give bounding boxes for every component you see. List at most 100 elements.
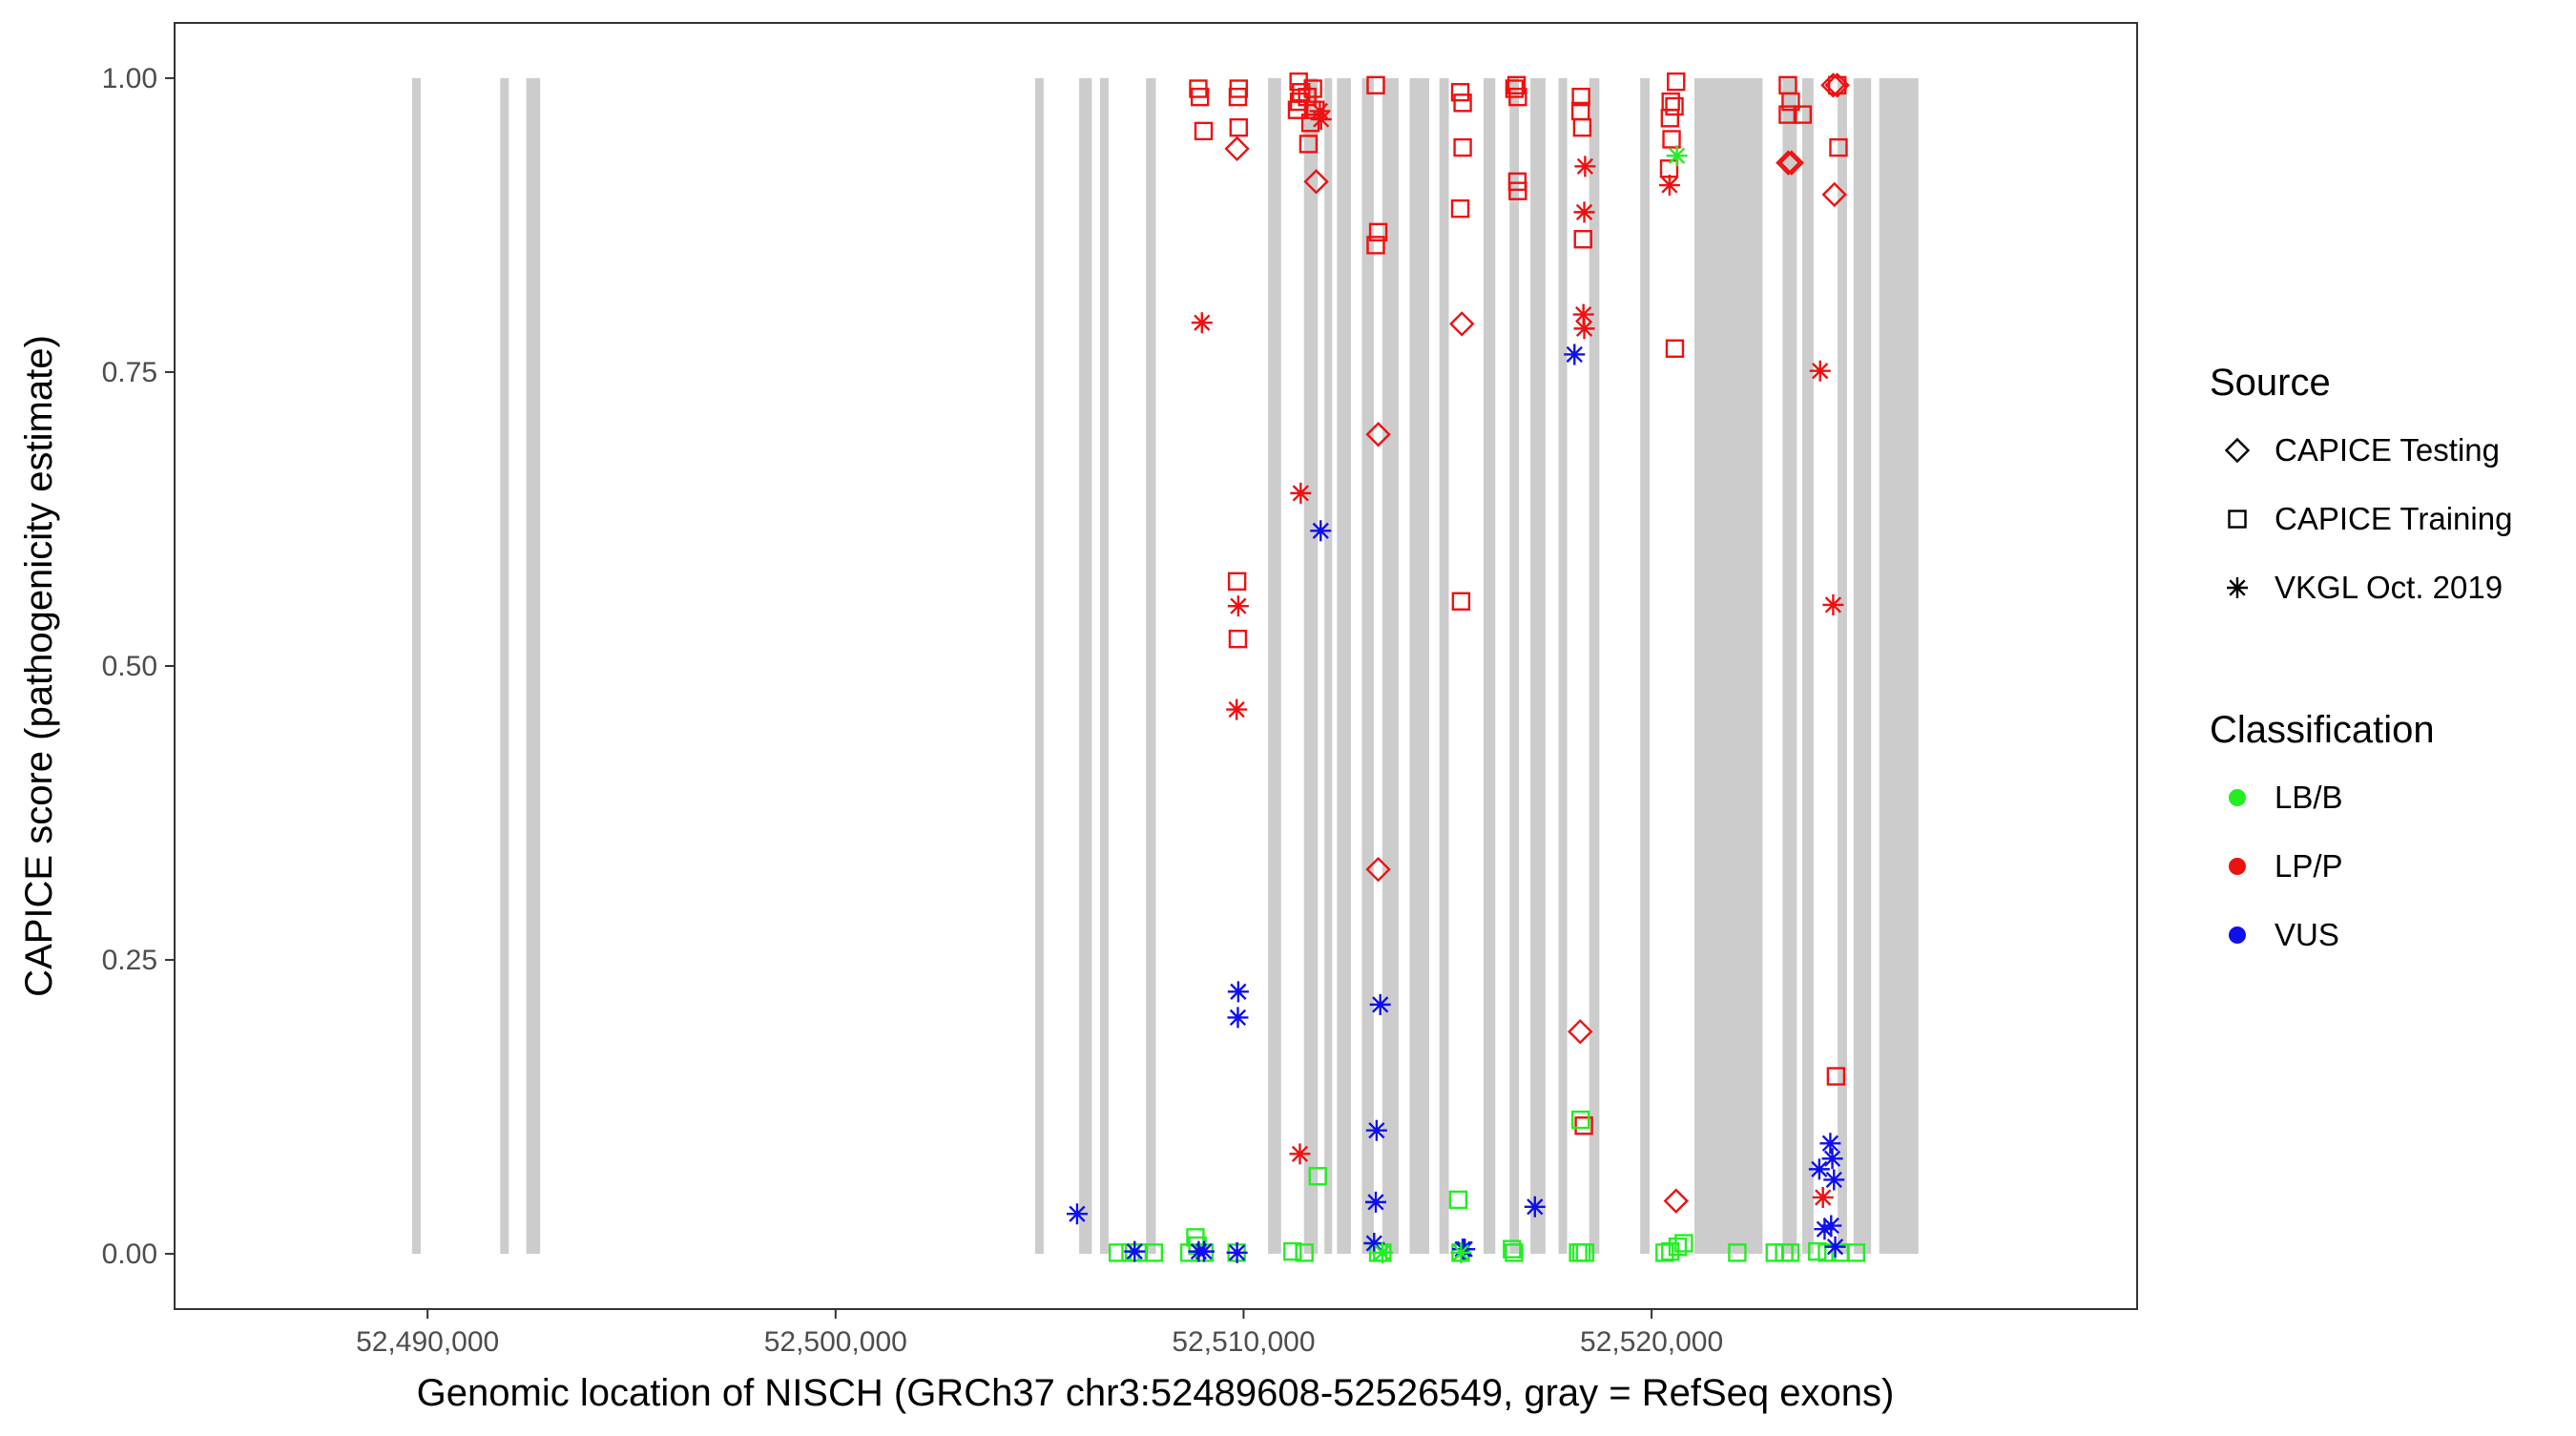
data-point [1674,1234,1693,1253]
legend-classification-label: LP/P [2275,848,2343,884]
data-point [1227,572,1247,591]
data-point [1228,629,1248,649]
data-point [1780,1243,1800,1262]
legend: Source CAPICE Testing CAPICE Training VKGL… [2210,362,2512,952]
asterisk-marker [1822,593,1844,615]
exon-band [1530,77,1546,1255]
data-point [1571,87,1590,107]
exon-band [1337,77,1351,1255]
legend-classification-item: VUS [2229,917,2339,952]
exon-band [1782,77,1797,1255]
asterisk-marker [1666,145,1688,167]
x-tick-label: 52,490,000 [356,1326,499,1358]
color-dot-legend-key [2229,858,2246,875]
data-point [1507,172,1527,192]
asterisk-marker [1369,993,1391,1015]
square-marker [1573,230,1592,249]
legend-classification-items: LB/B LP/P VUS [2229,780,2343,952]
data-point [1819,1133,1841,1155]
asterisk-marker [1310,520,1332,542]
exon-band [526,77,541,1255]
asterisk-marker [1658,175,1680,197]
diamond-marker [1449,311,1475,337]
square-marker [1827,75,1847,95]
data-point [1124,1240,1146,1262]
asterisk-marker [1524,1196,1546,1217]
asterisk-marker [1290,482,1312,504]
data-point [1824,1236,1846,1258]
square-marker [1366,75,1385,95]
data-point [1829,137,1848,157]
square-marker [1451,592,1471,611]
square-marker [1453,137,1472,157]
square-marker [1570,1110,1590,1130]
data-point [1820,73,1846,98]
data-point [1449,311,1475,337]
exon-band [1640,77,1650,1255]
square-marker [1507,172,1527,192]
asterisk-marker [1819,1133,1841,1155]
x-tick-label: 52,510,000 [1172,1326,1315,1358]
data-point [1665,339,1685,359]
color-dot-legend-key [2229,789,2246,806]
data-point [1229,117,1249,137]
data-point [1450,82,1470,102]
exon-band [1034,77,1044,1255]
dot-marker [2229,789,2246,806]
data-point [1572,117,1592,137]
exon-band [1079,77,1092,1255]
data-point [1776,150,1801,176]
data-point [1826,1067,1846,1086]
data-point [1658,175,1680,197]
exon-band [1801,77,1814,1255]
legend-source-label: VKGL Oct. 2019 [2275,570,2503,605]
square-marker [1659,159,1679,178]
diamond-marker [1776,150,1801,176]
square-marker [1826,1067,1846,1086]
data-point [1227,981,1249,1003]
y-tick-label: 1.00 [102,63,157,94]
square-marker [1228,87,1248,107]
data-point [1820,1215,1842,1237]
data-point [1366,236,1385,255]
data-point [1505,1243,1524,1262]
data-point [1574,1116,1593,1135]
asterisk-marker [1824,1236,1846,1258]
data-point [1283,1241,1302,1261]
square-marker [1227,572,1247,591]
square-marker [1506,75,1527,95]
y-axis-title: CAPICE score (pathogenicity estimate) [18,335,60,997]
data-point [1793,105,1813,124]
exon-band [1268,77,1281,1255]
legend-classification-item: LP/P [2229,848,2343,884]
asterisk-marker [1574,156,1596,177]
exon-band [1483,77,1496,1255]
y-tick-label: 0.75 [102,357,157,388]
data-point [1665,96,1684,116]
data-point [1660,109,1680,128]
asterisk-marker [1821,1148,1843,1170]
data-point [1573,230,1592,249]
diamond-marker [1821,181,1847,208]
data-point [1308,1167,1327,1186]
exon-band [1693,77,1763,1255]
asterisk-marker [1227,1007,1249,1029]
exon-band [1361,77,1374,1255]
diamond-marker [1820,73,1846,98]
exon-band [500,77,509,1255]
legend-classification-title: Classification [2210,709,2435,751]
legend-source-item: VKGL Oct. 2019 [2227,570,2503,605]
asterisk-marker [1363,1233,1385,1254]
data-point [1568,1019,1593,1045]
asterisk-marker [1823,1169,1845,1191]
data-point [1309,100,1331,122]
dot-marker [2229,926,2246,944]
legend-source-item: CAPICE Testing [2224,432,2500,468]
diamond-marker [1365,422,1391,447]
data-point [1524,1196,1546,1217]
data-point [1655,1243,1674,1262]
exon-band [1879,77,1919,1255]
asterisk-legend-key [2227,577,2248,598]
asterisk-marker [2227,577,2248,598]
square-marker [1574,1116,1593,1135]
